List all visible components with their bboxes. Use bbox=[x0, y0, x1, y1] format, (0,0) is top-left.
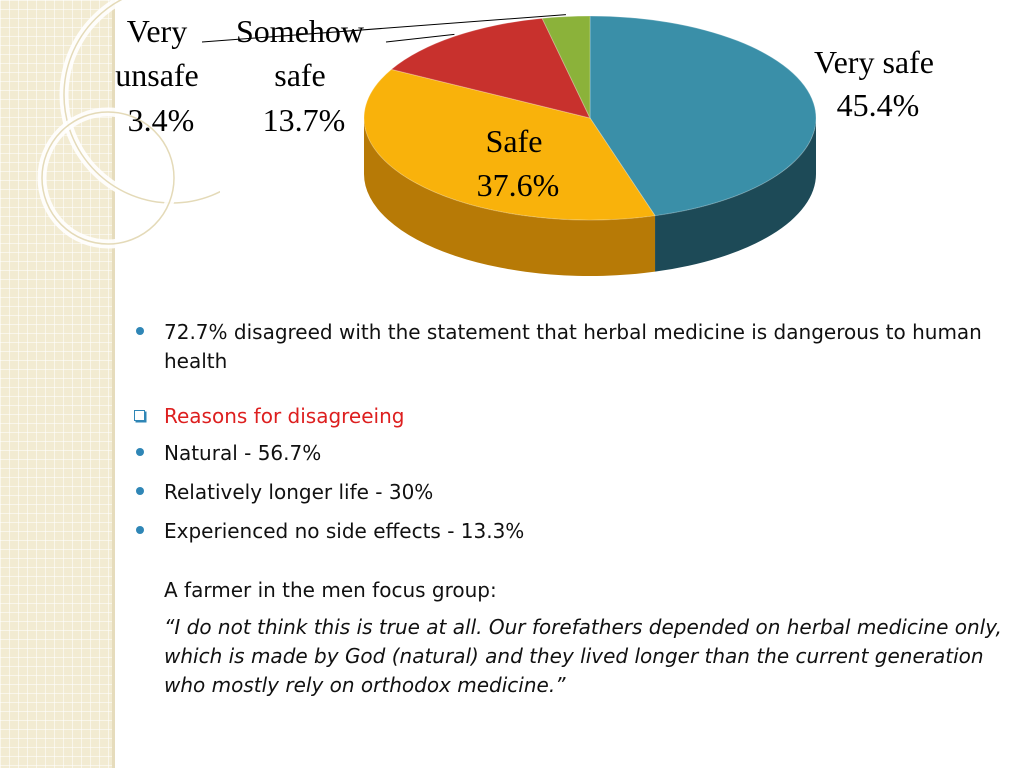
quote-intro-text: A farmer in the men focus group: bbox=[164, 578, 497, 602]
reasons-heading: Reasons for disagreeing bbox=[132, 402, 1012, 431]
bullet-dot-icon bbox=[136, 448, 144, 456]
label-very-unsafe: Very unsafe 3.4% bbox=[115, 13, 207, 138]
bullet-dot-icon bbox=[136, 526, 144, 534]
quote-intro: A farmer in the men focus group: bbox=[132, 576, 1012, 605]
farmer-quote: “I do not think this is true at all. Our… bbox=[132, 613, 1012, 700]
label-somehow-safe: Somehow safe 13.7% bbox=[236, 13, 372, 138]
reason-text: Relatively longer life - 30% bbox=[164, 480, 434, 504]
slide-body: 72.7% disagreed with the statement that … bbox=[132, 318, 1012, 700]
leader-somehow-safe bbox=[385, 33, 455, 43]
reason-text: Experienced no side effects - 13.3% bbox=[164, 519, 525, 543]
pie-side-safe bbox=[363, 118, 656, 276]
pie-tops bbox=[363, 15, 817, 221]
pie-slice-safe bbox=[363, 68, 656, 221]
pie-slice-somehow-safe bbox=[390, 17, 591, 119]
bullet-dot-icon bbox=[136, 487, 144, 495]
pie-chart: Very safe 45.4% Safe 37.6% Somehow safe … bbox=[115, 13, 942, 276]
leader-very-unsafe bbox=[201, 14, 566, 43]
stat-bullet-text: 72.7% disagreed with the statement that … bbox=[164, 320, 982, 373]
stat-bullet: 72.7% disagreed with the statement that … bbox=[132, 318, 1012, 376]
pie-side-very-safe bbox=[655, 118, 816, 272]
label-very-safe: Very safe 45.4% bbox=[814, 44, 942, 123]
pie-slice-very-safe bbox=[589, 15, 817, 217]
reason-text: Natural - 56.7% bbox=[164, 441, 322, 465]
quote-text: “I do not think this is true at all. Our… bbox=[164, 615, 1002, 697]
label-safe: Safe 37.6% bbox=[477, 123, 560, 203]
reason-item: Natural - 56.7% bbox=[132, 439, 1012, 468]
bullet-dot-icon bbox=[136, 327, 144, 335]
reason-item: Experienced no side effects - 13.3% bbox=[132, 517, 1012, 546]
pie-slice-very-unsafe bbox=[541, 15, 591, 119]
decorative-band-edge bbox=[112, 0, 115, 768]
reasons-heading-text: Reasons for disagreeing bbox=[164, 404, 405, 428]
checkbox-bullet-icon bbox=[134, 410, 145, 421]
leader-lines bbox=[201, 14, 566, 43]
decorative-left-band bbox=[0, 0, 114, 768]
pie-sides bbox=[363, 118, 816, 276]
decorative-circles bbox=[37, 0, 220, 249]
reason-item: Relatively longer life - 30% bbox=[132, 478, 1012, 507]
